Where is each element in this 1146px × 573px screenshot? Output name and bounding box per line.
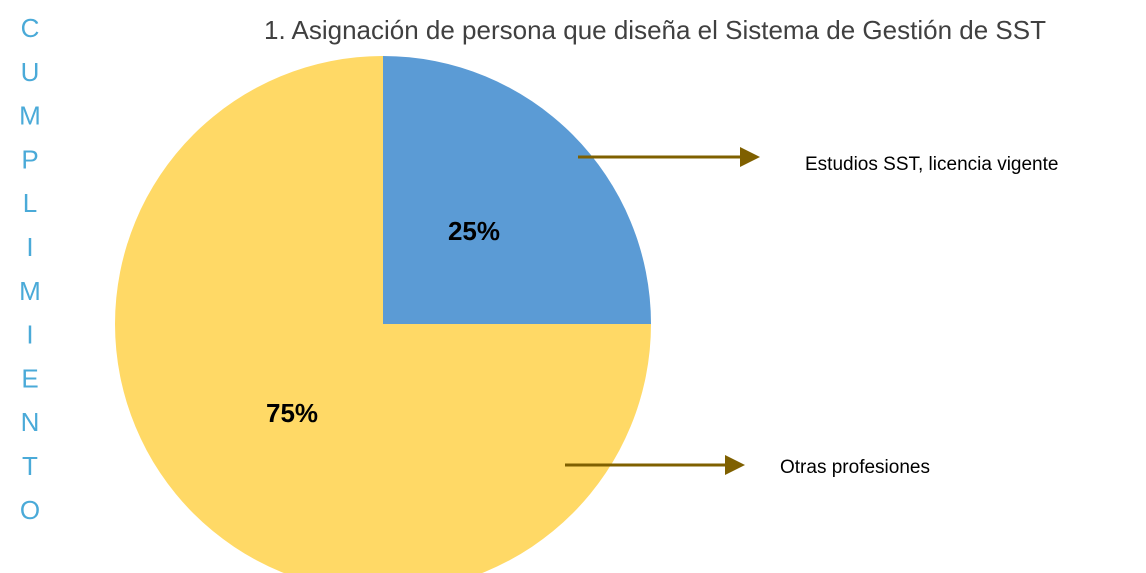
legend-label: Estudios SST, licencia vigente bbox=[805, 154, 1058, 175]
data-label: 25% bbox=[448, 216, 500, 246]
arrows bbox=[565, 147, 760, 475]
data-label: 75% bbox=[266, 398, 318, 428]
arrow-head bbox=[740, 147, 760, 167]
pie-slice bbox=[115, 56, 651, 573]
legend-label: Otras profesiones bbox=[780, 457, 930, 478]
arrow-head bbox=[725, 455, 745, 475]
pie bbox=[115, 56, 651, 573]
pie-slice bbox=[383, 56, 651, 324]
chart-title: 1. Asignación de persona que diseña el S… bbox=[264, 15, 1046, 45]
